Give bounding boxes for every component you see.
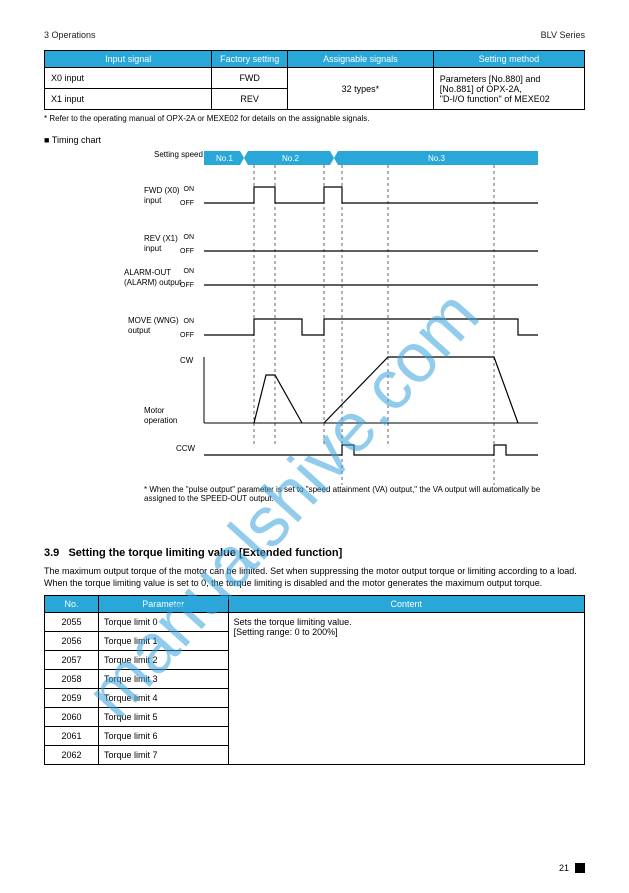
t1-h1: Factory setting: [212, 51, 288, 68]
t1-r0c1: FWD: [212, 68, 288, 89]
footer-square-icon: [575, 863, 585, 873]
t2-param: Torque limit 6: [99, 727, 229, 746]
t2-content: Sets the torque limiting value. [Setting…: [228, 613, 584, 765]
t1-h3: Setting method: [433, 51, 584, 68]
figure-title: ■ Timing chart: [44, 135, 585, 145]
t2-param: Torque limit 0: [99, 613, 229, 632]
t2-no: 2058: [45, 670, 99, 689]
section-num: 3.9: [44, 547, 59, 559]
header-right: BLV Series: [541, 30, 585, 40]
torque-table: No. Parameter Content 2055Torque limit 0…: [44, 595, 585, 765]
table-row: 2055Torque limit 0Sets the torque limiti…: [45, 613, 585, 632]
on-0: ON: [184, 186, 195, 193]
page-footer: 21: [559, 863, 585, 873]
lbl-alarm: ALARM-OUT(ALARM) output: [124, 268, 182, 287]
header-left: 3 Operations: [44, 30, 96, 40]
t1-h2: Assignable signals: [287, 51, 433, 68]
phase-1: No.2: [282, 154, 299, 163]
off-0: OFF: [180, 200, 194, 207]
lbl-motor: Motoroperation: [144, 406, 177, 425]
t2-no: 2059: [45, 689, 99, 708]
phase-0: No.1: [216, 154, 233, 163]
lbl-fwd: FWD (X0)input: [144, 186, 180, 205]
t1-h0: Input signal: [45, 51, 212, 68]
table-row: X0 input FWD 32 types* Parameters [No.88…: [45, 68, 585, 89]
lbl-data: Setting speed: [154, 150, 203, 159]
off-1: OFF: [180, 248, 194, 255]
figure-footnote: * When the "pulse output" parameter is s…: [144, 485, 564, 503]
t2-h0: No.: [45, 596, 99, 613]
t2-no: 2062: [45, 746, 99, 765]
t2-param: Torque limit 3: [99, 670, 229, 689]
on-1: ON: [184, 234, 195, 241]
t1-r0c0: X0 input: [45, 68, 212, 89]
lbl-move: MOVE (WNG)output: [128, 316, 179, 335]
t2-param: Torque limit 5: [99, 708, 229, 727]
timing-chart-svg: No.1 No.2 No.3: [44, 145, 584, 525]
t1-r0c3: Parameters [No.880] and [No.881] of OPX-…: [433, 68, 584, 110]
lbl-rev: REV (X1)input: [144, 234, 178, 253]
off-2: OFF: [180, 282, 194, 289]
t1-r1c1: REV: [212, 89, 288, 110]
t2-no: 2057: [45, 651, 99, 670]
page-header: 3 Operations BLV Series: [44, 30, 585, 40]
t2-param: Torque limit 1: [99, 632, 229, 651]
section-title: Setting the torque limiting value [Exten…: [68, 547, 342, 559]
t2-no: 2055: [45, 613, 99, 632]
t2-h2: Content: [228, 596, 584, 613]
t2-param: Torque limit 2: [99, 651, 229, 670]
section-body: The maximum output torque of the motor c…: [44, 565, 585, 589]
on-2: ON: [184, 268, 195, 275]
page-number: 21: [559, 863, 569, 873]
table1-note: * Refer to the operating manual of OPX-2…: [44, 114, 585, 123]
lbl-cw: CW: [180, 356, 194, 365]
signal-table: Input signal Factory setting Assignable …: [44, 50, 585, 110]
t2-no: 2060: [45, 708, 99, 727]
off-3: OFF: [180, 332, 194, 339]
on-3: ON: [184, 318, 195, 325]
t2-param: Torque limit 7: [99, 746, 229, 765]
timing-chart: No.1 No.2 No.3: [44, 145, 585, 525]
t2-h1: Parameter: [99, 596, 229, 613]
phase-2: No.3: [428, 154, 445, 163]
t1-r1c0: X1 input: [45, 89, 212, 110]
t2-param: Torque limit 4: [99, 689, 229, 708]
t2-no: 2056: [45, 632, 99, 651]
t2-no: 2061: [45, 727, 99, 746]
t1-r0c2: 32 types*: [287, 68, 433, 110]
section-heading: 3.9 Setting the torque limiting value [E…: [44, 547, 585, 559]
lbl-ccw: CCW: [176, 444, 196, 453]
figure-title-text: Timing chart: [52, 135, 101, 145]
